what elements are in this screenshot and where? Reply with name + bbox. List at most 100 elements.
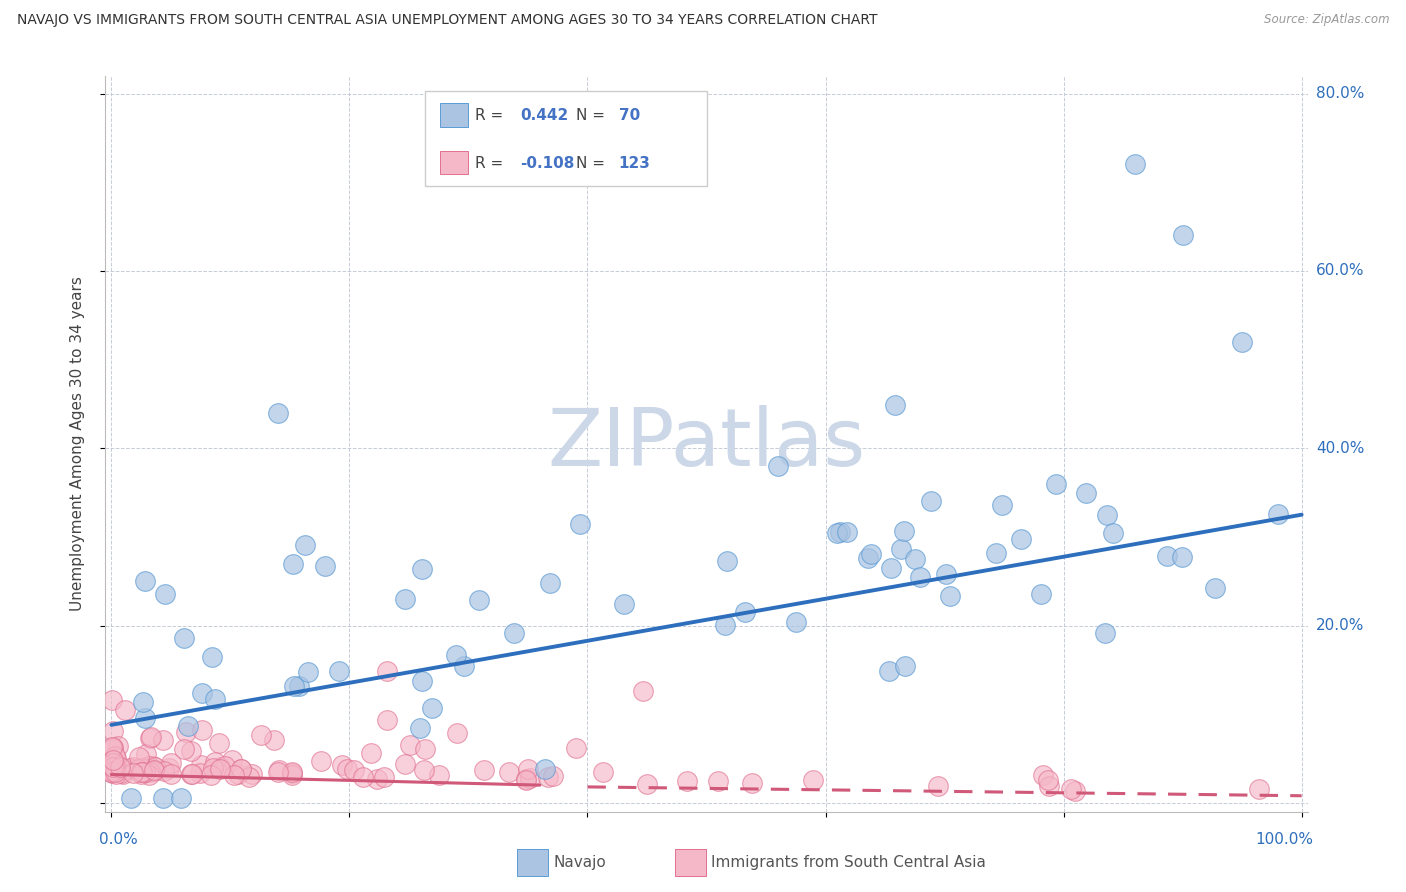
Point (117, 761, 139, 775)
Point (472, 764, 495, 778)
Point (134, 711, 156, 725)
Point (394, 757, 416, 772)
Point (352, 771, 374, 785)
Point (153, 587, 176, 601)
Point (427, 768, 450, 782)
Point (1156, 549, 1178, 563)
Point (222, 768, 245, 782)
Point (229, 762, 252, 776)
Point (134, 764, 156, 779)
Point (138, 758, 160, 772)
Point (208, 736, 231, 750)
Point (101, 741, 124, 756)
Point (152, 764, 174, 779)
Point (877, 664, 900, 678)
Point (238, 770, 260, 784)
Point (515, 772, 537, 787)
Point (411, 561, 433, 575)
Point (927, 780, 949, 794)
Point (143, 763, 166, 777)
Point (204, 756, 226, 770)
Point (420, 701, 443, 715)
Point (309, 754, 332, 768)
Point (101, 765, 124, 780)
Point (990, 498, 1012, 512)
Point (375, 714, 398, 728)
Point (541, 770, 564, 784)
Point (114, 703, 136, 717)
Point (498, 765, 520, 780)
Point (104, 764, 127, 779)
Point (716, 554, 738, 568)
Point (890, 542, 912, 557)
Point (879, 561, 901, 575)
Point (1094, 625, 1116, 640)
Point (105, 751, 128, 765)
Point (177, 719, 200, 733)
Point (208, 760, 231, 774)
Point (336, 762, 359, 776)
Point (343, 763, 366, 777)
Point (1010, 533, 1032, 547)
Point (221, 753, 243, 767)
Point (1171, 228, 1194, 243)
Point (1045, 476, 1067, 491)
Point (134, 574, 156, 589)
Text: 60.0%: 60.0% (1316, 263, 1364, 278)
Point (174, 725, 197, 739)
Point (214, 758, 236, 772)
Point (636, 777, 658, 791)
Point (101, 753, 124, 767)
Point (100, 693, 122, 707)
Point (143, 759, 166, 773)
Point (152, 732, 174, 747)
Point (204, 692, 226, 706)
Point (446, 648, 468, 662)
Point (111, 767, 134, 781)
Point (110, 760, 132, 774)
Point (375, 664, 398, 678)
Point (714, 618, 737, 632)
Point (201, 761, 224, 775)
Point (101, 760, 124, 774)
Text: 0.0%: 0.0% (100, 832, 138, 847)
Text: 70: 70 (619, 109, 640, 123)
Point (741, 775, 763, 789)
Point (1267, 508, 1289, 522)
Point (138, 768, 160, 782)
Point (1123, 157, 1146, 171)
Point (122, 760, 145, 774)
Point (281, 557, 304, 571)
Point (904, 552, 927, 566)
Point (516, 762, 538, 776)
Point (707, 774, 730, 789)
Text: R =: R = (475, 109, 503, 123)
Point (503, 625, 526, 640)
Point (830, 524, 852, 539)
Point (160, 766, 183, 780)
Point (188, 765, 211, 780)
Text: 20.0%: 20.0% (1316, 618, 1364, 633)
Text: 123: 123 (619, 156, 651, 170)
Point (104, 759, 127, 773)
Point (157, 761, 180, 775)
Text: NAVAJO VS IMMIGRANTS FROM SOUTH CENTRAL ASIA UNEMPLOYMENT AMONG AGES 30 TO 34 YE: NAVAJO VS IMMIGRANTS FROM SOUTH CENTRAL … (17, 13, 877, 28)
Point (1029, 587, 1052, 601)
Point (1101, 525, 1123, 540)
Point (129, 766, 152, 780)
Point (127, 762, 149, 776)
Point (534, 763, 557, 777)
Text: R =: R = (475, 156, 503, 170)
Point (366, 772, 388, 786)
Point (114, 762, 136, 776)
Text: 40.0%: 40.0% (1316, 441, 1364, 456)
Point (394, 591, 416, 606)
Point (613, 597, 636, 611)
Point (297, 665, 319, 680)
Point (1032, 768, 1054, 782)
Point (537, 770, 560, 784)
Point (592, 765, 614, 780)
Point (884, 398, 907, 412)
Point (935, 567, 957, 582)
Point (939, 589, 962, 603)
